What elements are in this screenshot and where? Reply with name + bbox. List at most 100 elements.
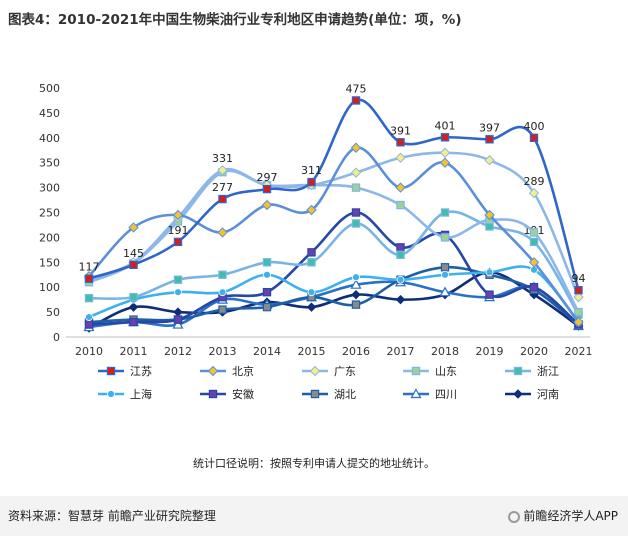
- point-河南-2015: [306, 302, 317, 312]
- x-tick-label-2020: 2020: [520, 345, 548, 358]
- point-上海-2010: [85, 313, 93, 321]
- point-广东-2016: [350, 167, 362, 178]
- point-浙江-2015: [307, 258, 316, 267]
- point-上海-2018: [441, 270, 449, 279]
- legend-item-湖北: 湖北: [302, 388, 356, 401]
- point-湖北-2016: [351, 300, 361, 309]
- data-label-江苏-2020: 400: [524, 120, 545, 133]
- point-广东-2021: [573, 291, 584, 303]
- point-四川-2018: [439, 286, 451, 297]
- data-label-江苏-2015: 311: [301, 164, 322, 177]
- point-河南-2017: [395, 294, 406, 305]
- data-label-广东-2013: 331: [212, 152, 233, 165]
- legend-marker-上海: [107, 390, 115, 398]
- legend-label-安徽: 安徽: [232, 387, 254, 401]
- point-湖北-2013: [218, 305, 227, 314]
- point-安徽-2014: [262, 287, 272, 297]
- point-北京-2014: [261, 199, 273, 211]
- point-上海-2017: [396, 275, 405, 284]
- footnote: 统计口径说明：按照专利申请人提交的地址统计。: [193, 457, 435, 470]
- legend-item-安徽: 安徽: [200, 387, 254, 401]
- point-广东-2017: [395, 152, 406, 163]
- point-江苏-2017: [396, 138, 405, 147]
- legend-marker-北京: [207, 365, 219, 377]
- legend-marker-河南: [513, 389, 523, 399]
- point-江苏-2010: [84, 274, 94, 283]
- point-湖北-2014: [262, 302, 272, 312]
- point-江苏-2018: [440, 133, 450, 142]
- point-山东-2017: [396, 200, 405, 210]
- data-label-江苏-2019: 397: [479, 121, 500, 134]
- legend-item-浙江: 浙江: [505, 365, 559, 378]
- y-tick-label-200: 200: [39, 231, 60, 244]
- point-河南-2016: [351, 289, 361, 300]
- data-label-广东-2020: 289: [524, 175, 545, 188]
- point-浙江-2012: [173, 275, 183, 284]
- legend-item-北京: 北京: [200, 364, 254, 378]
- legend-label-浙江: 浙江: [537, 365, 559, 378]
- x-tick-label-2015: 2015: [298, 345, 326, 358]
- data-label-江苏-2012: 191: [168, 224, 189, 237]
- point-北京-2016: [350, 142, 362, 153]
- point-北京-2015: [306, 204, 317, 216]
- x-tick-label-2018: 2018: [431, 345, 459, 358]
- legend-marker-四川: [410, 388, 422, 399]
- brand-text: 前瞻经济学人APP: [523, 509, 618, 523]
- point-北京-2012: [172, 209, 184, 221]
- footer-bar: 资料来源：智慧芽 前瞻产业研究院整理 前瞻经济学人APP: [0, 496, 628, 536]
- y-tick-label-0: 0: [53, 331, 60, 344]
- legend-item-广东: 广东: [302, 365, 356, 378]
- point-浙江-2010: [84, 293, 94, 303]
- point-上海-2019: [485, 268, 494, 277]
- legend-label-山东: 山东: [435, 365, 457, 378]
- point-浙江-2014: [262, 258, 272, 267]
- legend-marker-湖北: [310, 389, 320, 399]
- legend-item-上海: 上海: [98, 387, 152, 401]
- brand-label: 前瞻经济学人APP: [508, 507, 618, 524]
- point-安徽-2017: [396, 243, 405, 252]
- point-湖北-2018: [440, 263, 450, 272]
- x-tick-label-2010: 2010: [75, 345, 103, 358]
- x-tick-label-2017: 2017: [387, 345, 415, 358]
- point-浙江-2013: [218, 270, 227, 279]
- legend-label-江苏: 江苏: [130, 365, 152, 378]
- x-tick-label-2019: 2019: [476, 345, 504, 358]
- legend-marker-山东: [411, 366, 421, 376]
- data-label-江苏-2013: 277: [212, 181, 233, 194]
- point-安徽-2012: [173, 315, 183, 324]
- point-浙江-2011: [129, 292, 138, 302]
- legend-label-北京: 北京: [232, 364, 254, 378]
- legend-item-江苏: 江苏: [98, 365, 152, 378]
- x-tick-label-2021: 2021: [565, 345, 593, 358]
- data-label-江苏-2014: 297: [257, 171, 278, 184]
- point-广东-2020: [528, 187, 540, 199]
- point-浙江-2020: [529, 237, 539, 247]
- point-安徽-2020: [529, 283, 539, 292]
- point-江苏-2019: [485, 135, 494, 144]
- point-江苏-2021: [574, 285, 583, 295]
- legend-label-湖北: 湖北: [334, 388, 356, 401]
- legend-item-四川: 四川: [403, 388, 457, 401]
- point-江苏-2014: [262, 184, 272, 194]
- data-label-江苏-2021: 94: [572, 272, 586, 285]
- point-上海-2012: [174, 288, 182, 297]
- point-安徽-2016: [351, 208, 361, 217]
- data-label-江苏-2011: 145: [123, 247, 144, 260]
- point-山东-2020: [529, 228, 539, 237]
- line-chart: 0 50 100 150 200 250 300 350 400 450 500 2010 2011 20…: [39, 82, 593, 401]
- point-上海-2015: [307, 288, 316, 297]
- y-tick-label-100: 100: [39, 281, 60, 294]
- point-北京-2019: [484, 209, 495, 221]
- point-安徽-2019: [485, 290, 494, 299]
- brand-logo-icon: [508, 511, 521, 523]
- point-广东-2019: [484, 155, 495, 166]
- x-tick-label-2016: 2016: [342, 345, 370, 358]
- point-安徽-2011: [129, 317, 138, 327]
- data-label-江苏-2017: 391: [390, 124, 411, 137]
- point-北京-2011: [128, 222, 139, 233]
- legend-marker-广东: [309, 365, 321, 377]
- point-北京-2017: [395, 182, 406, 193]
- y-tick-label-300: 300: [39, 182, 60, 195]
- x-tick-label-2014: 2014: [253, 345, 281, 358]
- series-line-江苏: [88, 98, 580, 291]
